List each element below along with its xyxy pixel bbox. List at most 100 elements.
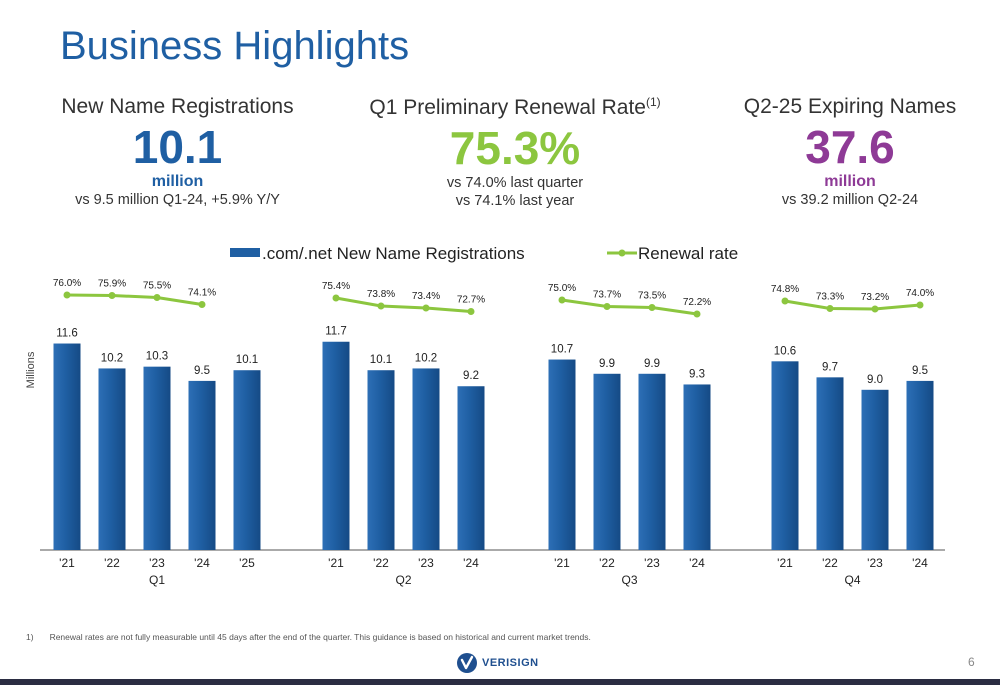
renewal-rate-label: 72.7% (457, 295, 485, 306)
bar-value-label: 9.5 (912, 365, 928, 377)
bar (322, 341, 350, 550)
bar (143, 366, 171, 550)
renewal-rate-point (916, 301, 924, 309)
renewal-rate-line (66, 293, 203, 306)
renewal-rate-label: 75.0% (548, 283, 576, 294)
renewal-rate-point (693, 310, 701, 318)
bar-value-label: 10.1 (236, 354, 258, 366)
renewal-rate-point (332, 294, 340, 302)
kpi-new-registrations: New Name Registrations 10.1 million vs 9… (30, 95, 325, 209)
renewal-rate-label: 74.0% (906, 288, 934, 299)
kpi-value: 75.3% (449, 122, 581, 174)
renewal-rate-point (422, 304, 430, 312)
page-title: Business Highlights (60, 24, 410, 68)
x-tick-label: '23 (867, 556, 883, 570)
bar-value-label: 10.6 (774, 345, 796, 357)
renewal-rate-label: 73.2% (861, 292, 889, 303)
renewal-rate-label: 75.4% (322, 281, 350, 292)
kpi-value: 37.6 (805, 121, 895, 173)
bar (638, 373, 666, 550)
page-number: 6 (968, 655, 975, 669)
x-tick-label: '22 (104, 556, 120, 570)
renewal-rate-point (781, 297, 789, 305)
renewal-rate-label: 75.9% (98, 279, 126, 290)
renewal-rate-label: 73.7% (593, 290, 621, 301)
x-tick-label: '22 (599, 556, 615, 570)
renewal-rate-point (153, 294, 161, 301)
renewal-rate-point (648, 304, 656, 311)
renewal-rate-point (871, 305, 879, 313)
x-tick-label: '24 (912, 556, 928, 570)
bar (412, 368, 440, 550)
renewal-rate-point (108, 292, 116, 299)
bar-value-label: 9.9 (644, 358, 660, 370)
kpi-unit: million (824, 173, 876, 190)
bar (188, 380, 216, 550)
kpi-comparison: vs 74.1% last year (455, 193, 575, 209)
renewal-rate-point (198, 301, 206, 308)
x-tick-label: '21 (554, 556, 570, 570)
bar (906, 380, 934, 550)
renewal-rate-label: 74.8% (771, 284, 799, 295)
renewal-rate-point (467, 308, 475, 315)
kpi-value: 10.1 (132, 121, 223, 173)
bar-value-label: 9.2 (463, 370, 479, 382)
footnote-number: 1) (26, 632, 34, 642)
bar (53, 343, 81, 550)
kpi-expiring-names: Q2-25 Expiring Names 37.6 million vs 39.… (705, 95, 995, 209)
kpi-comparison: vs 74.0% last quarter (446, 175, 584, 191)
x-tick-label: '23 (418, 556, 434, 570)
footnote-text: Renewal rates are not fully measurable u… (49, 632, 591, 642)
x-tick-label: '25 (239, 556, 255, 570)
bar (771, 361, 799, 550)
kpi-comparison: vs 9.5 million Q1-24, +5.9% Y/Y (75, 192, 280, 208)
renewal-rate-point (377, 302, 385, 310)
footnote-marker: (1) (645, 95, 661, 109)
kpi-label: Q2-25 Expiring Names (743, 95, 957, 118)
group-label: Q3 (621, 573, 637, 587)
bar (98, 368, 126, 550)
renewal-rate-label: 73.4% (412, 291, 440, 302)
renewal-rate-point (826, 305, 834, 312)
renewal-rate-label: 72.2% (683, 297, 711, 308)
bar (367, 370, 395, 550)
bar (816, 377, 844, 550)
kpi-label: Q1 Preliminary Renewal Rate(1) (330, 95, 700, 120)
kpi-label-text: Q1 Preliminary Renewal Rate (369, 96, 646, 119)
kpi-renewal-rate: Q1 Preliminary Renewal Rate(1) 75.3% vs … (330, 95, 700, 210)
bar-value-label: 10.1 (370, 354, 392, 366)
verisign-check-icon (457, 653, 477, 673)
bar-value-label: 10.3 (146, 351, 168, 363)
x-tick-label: '22 (373, 556, 389, 570)
bar-value-label: 10.7 (551, 344, 573, 356)
bar-value-label: 9.7 (822, 361, 838, 373)
registrations-renewal-chart: Millions .com/.net New Name Registrations… (25, 244, 945, 587)
legend-line-marker (618, 249, 626, 257)
legend-label: Renewal rate (638, 244, 738, 263)
renewal-rate-label: 76.0% (53, 278, 81, 289)
renewal-rate-label: 74.1% (188, 288, 216, 299)
bar (233, 370, 261, 550)
x-tick-label: '23 (149, 556, 165, 570)
bar (683, 384, 711, 550)
bar-value-label: 9.5 (194, 365, 210, 377)
bar-value-label: 11.7 (325, 326, 347, 338)
x-tick-label: '24 (463, 556, 479, 570)
group-label: Q4 (844, 573, 860, 587)
bar-value-label: 9.9 (599, 358, 615, 370)
bar-value-label: 10.2 (415, 352, 437, 364)
bar (593, 373, 621, 550)
x-tick-label: '23 (644, 556, 660, 570)
x-tick-label: '24 (689, 556, 705, 570)
bar-value-label: 9.3 (689, 368, 705, 380)
group-label: Q1 (149, 573, 165, 587)
bar-value-label: 11.6 (56, 328, 78, 340)
bar (548, 359, 576, 550)
bottom-bar (0, 679, 1000, 685)
renewal-rate-label: 73.8% (367, 289, 395, 300)
x-tick-label: '21 (328, 556, 344, 570)
group-label: Q2 (395, 573, 411, 587)
renewal-rate-point (63, 291, 71, 299)
x-tick-label: '22 (822, 556, 838, 570)
renewal-rate-point (558, 296, 566, 304)
